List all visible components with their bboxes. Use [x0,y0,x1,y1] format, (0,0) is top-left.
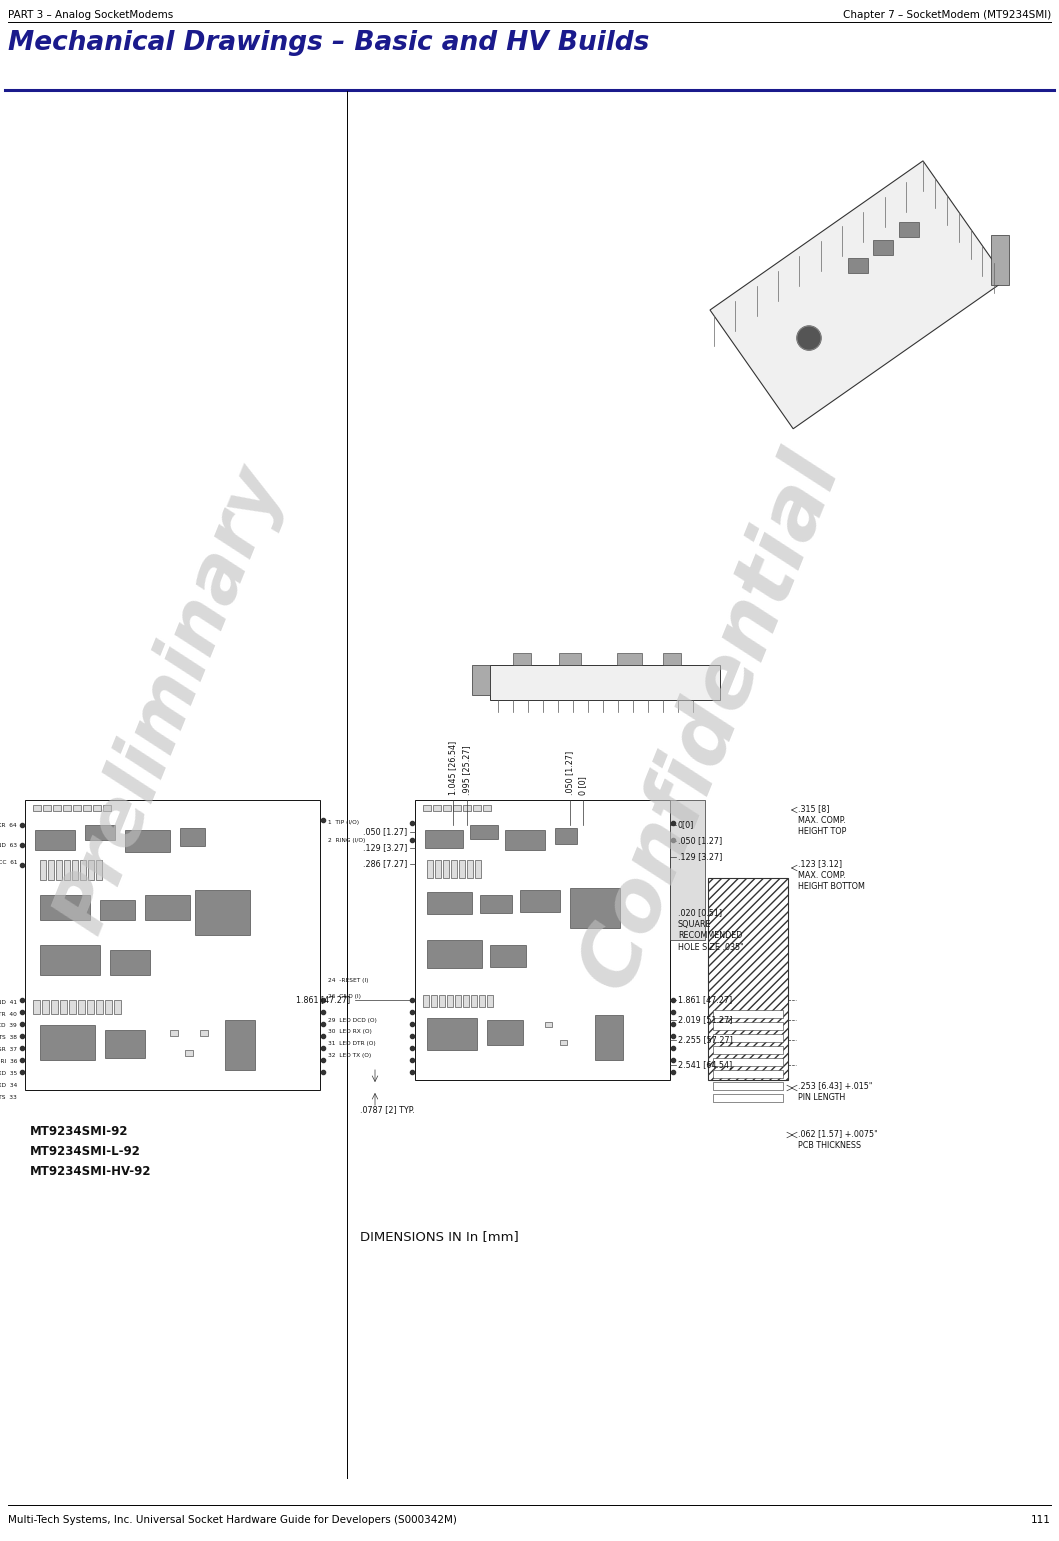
Text: .020 [0.51]
SQUARE
RECOMMENDED
HOLE SIZE .035": .020 [0.51] SQUARE RECOMMENDED HOLE SIZE… [678,908,743,952]
Bar [570,888,620,928]
Text: .129 [3.27]: .129 [3.27] [678,852,722,861]
Bar [170,1029,178,1036]
Bar [85,824,115,840]
Bar [490,945,526,968]
Text: Multi-Tech Systems, Inc. Universal Socket Hardware Guide for Developers (S000342: Multi-Tech Systems, Inc. Universal Socke… [8,1515,456,1526]
Bar [433,804,441,811]
Bar [145,895,190,920]
Text: 111: 111 [1031,1515,1051,1526]
Bar [559,653,581,666]
Bar [713,1082,783,1089]
Bar [42,1000,49,1014]
Bar [33,1000,40,1014]
Text: 2.541 [64.54]: 2.541 [64.54] [678,1060,732,1069]
Bar [425,831,463,848]
Bar [51,1000,58,1014]
Bar [96,1000,103,1014]
Bar [96,860,102,880]
Bar [40,895,90,920]
Bar [56,860,62,880]
Text: 1  TIP (I/O): 1 TIP (I/O) [328,820,359,824]
Bar [114,1000,121,1014]
Text: (O)-DSR  37: (O)-DSR 37 [0,1048,17,1053]
Bar [431,995,437,1006]
Bar [427,1019,477,1049]
Bar [670,800,705,940]
Text: .0787 [2] TYP.: .0787 [2] TYP. [360,1105,415,1114]
Bar [110,949,150,975]
Bar [88,860,94,880]
Text: 32  LED TX (O): 32 LED TX (O) [328,1054,372,1059]
Bar [479,995,485,1006]
Text: (O)-CTS  38: (O)-CTS 38 [0,1036,17,1040]
Text: Confidential: Confidential [566,439,855,1000]
Bar [40,860,46,880]
Bar [470,824,498,838]
Bar [713,1009,783,1019]
Text: 2.255 [57.27]: 2.255 [57.27] [678,1036,733,1045]
Text: (O)-RI  36: (O)-RI 36 [0,1060,17,1065]
Bar [483,804,491,811]
Text: MT9234SMI-HV-92: MT9234SMI-HV-92 [30,1165,151,1177]
Bar [125,831,170,852]
Bar [78,1000,85,1014]
Polygon shape [710,160,1006,428]
Bar [195,891,250,935]
Bar [505,831,545,851]
Text: .129 [3.27]: .129 [3.27] [362,843,407,852]
Bar [713,1094,783,1102]
Bar [473,804,481,811]
Text: .050 [1.27]: .050 [1.27] [566,750,574,795]
Bar [439,995,445,1006]
Bar [62,804,71,811]
Bar [93,804,101,811]
Text: (I)-TXD  35: (I)-TXD 35 [0,1071,17,1077]
Text: .315 [8]
MAX. COMP.
HEIGHT TOP: .315 [8] MAX. COMP. HEIGHT TOP [798,804,846,837]
Text: (O)-RXD  34: (O)-RXD 34 [0,1083,17,1088]
Bar [595,1016,623,1060]
Polygon shape [874,240,894,254]
Text: .253 [6.43] +.015"
PIN LENGTH: .253 [6.43] +.015" PIN LENGTH [798,1082,873,1102]
Bar [103,804,111,811]
Bar [64,860,70,880]
Bar [713,1069,783,1079]
Bar [475,860,481,878]
Bar [455,995,461,1006]
Text: (I) VCC  61: (I) VCC 61 [0,860,17,865]
Bar [83,804,91,811]
Bar [513,653,531,666]
Bar [545,1022,552,1026]
Bar [100,900,134,920]
Bar [80,860,86,880]
Bar [463,995,469,1006]
Text: MT9234SMI-L-92: MT9234SMI-L-92 [30,1145,141,1157]
Bar [40,945,100,975]
Text: 0 [0]: 0 [0] [578,777,588,795]
Bar [713,1059,783,1066]
Bar [415,800,670,1080]
Bar [73,804,80,811]
Text: Preliminary: Preliminary [42,456,298,943]
Text: (I)-DTR  40: (I)-DTR 40 [0,1011,17,1017]
Text: PART 3 – Analog SocketModems: PART 3 – Analog SocketModems [8,9,174,20]
Text: .050 [1.27]: .050 [1.27] [678,837,722,846]
Circle shape [797,327,821,350]
Bar [663,653,681,666]
Bar [453,804,461,811]
Bar [35,831,75,851]
Bar [467,860,473,878]
Text: .050 [1.27]: .050 [1.27] [363,828,407,837]
Bar [87,1000,94,1014]
Text: 30  LED RX (O): 30 LED RX (O) [328,1029,372,1034]
Bar [713,1022,783,1029]
Bar [427,940,482,968]
Bar [25,800,320,1089]
Bar [616,653,642,666]
Bar [180,828,205,846]
Bar [555,828,577,844]
Bar [225,1020,255,1069]
Polygon shape [899,222,919,237]
Bar [480,895,511,912]
Bar [713,1046,783,1054]
Bar [40,1025,95,1060]
